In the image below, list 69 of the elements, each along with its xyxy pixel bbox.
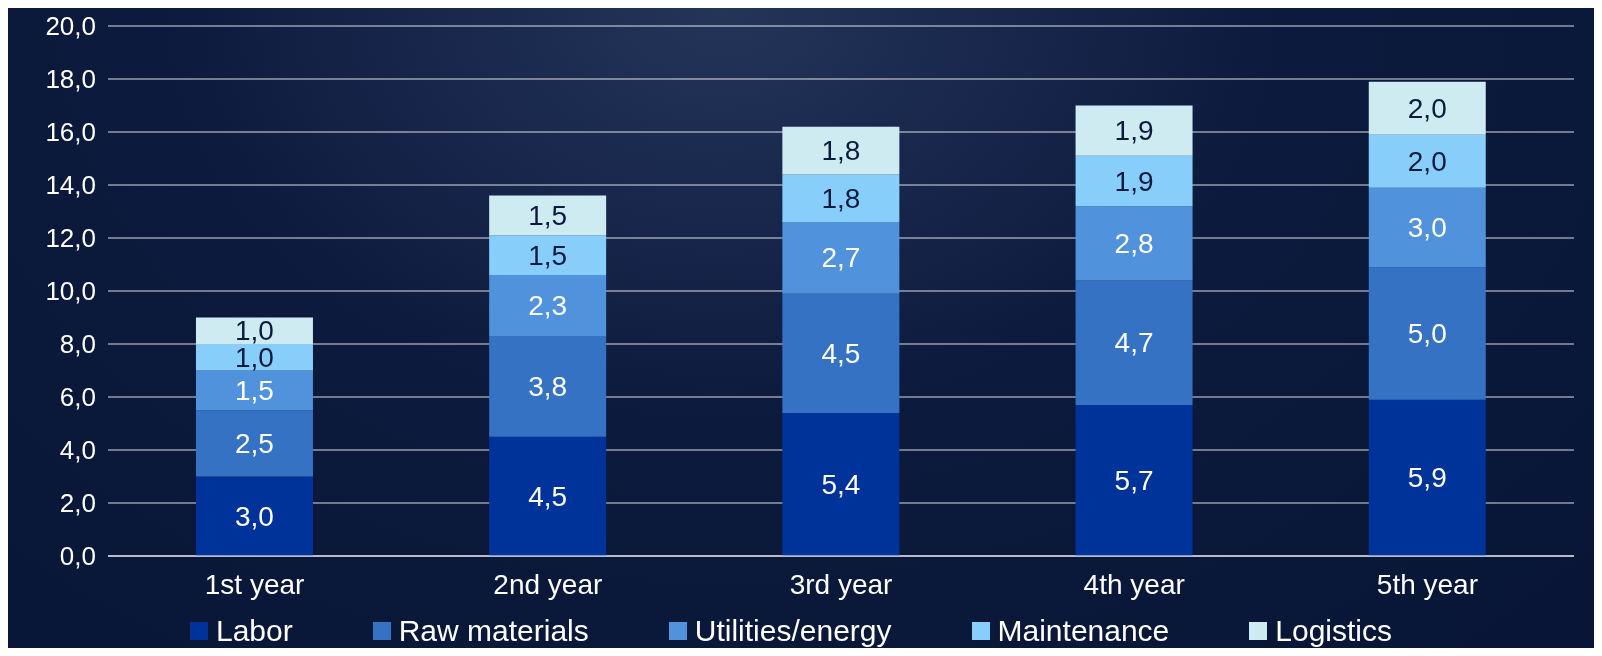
bar [1368,187,1486,268]
y-tick-label: 12,0 [45,223,96,254]
bar [1368,399,1486,556]
data-label: 4,5 [821,337,861,369]
bar [489,436,607,556]
y-tick-label: 14,0 [45,170,96,201]
x-tick-label: 5th year [1376,568,1478,600]
bar [195,410,313,477]
data-label: 2,3 [528,290,568,322]
bar [195,344,313,371]
bar [1075,280,1193,405]
data-label: 5,9 [1407,462,1447,494]
data-label: 2,0 [1407,92,1447,124]
bar [782,412,900,556]
bar [195,476,313,556]
x-tick-label: 1st year [204,568,305,600]
y-tick-label: 8,0 [59,329,96,360]
y-tick-label: 16,0 [45,117,96,148]
data-label: 1,9 [1114,115,1154,147]
data-label: 5,0 [1407,317,1447,349]
bar [782,293,900,413]
bar [782,222,900,294]
bar [1075,404,1193,556]
legend-label: Labor [215,614,293,648]
data-label: 1,8 [821,135,861,167]
x-tick-label: 2nd year [493,568,603,600]
y-tick-label: 0,0 [59,541,96,572]
data-label: 1,8 [821,182,861,214]
y-tick-label: 2,0 [59,488,96,519]
bar [1075,206,1193,281]
data-label: 1,0 [234,315,274,347]
bar [195,370,313,411]
bar [1368,134,1486,188]
data-label: 1,5 [528,199,568,231]
bar [782,126,900,175]
data-label: 2,5 [234,427,274,459]
y-tick-label: 6,0 [59,382,96,413]
data-label: 1,5 [528,239,568,271]
bar [1368,267,1486,400]
data-label: 4,7 [1114,327,1154,359]
legend-label: Raw materials [398,614,589,648]
data-label: 3,0 [234,500,274,532]
data-label: 2,7 [821,242,861,274]
x-tick-label: 3rd year [789,568,893,600]
data-label: 5,4 [821,468,861,500]
data-label: 2,8 [1114,227,1154,259]
data-label: 1,9 [1114,165,1154,197]
y-tick-label: 18,0 [45,64,96,95]
bar [782,174,900,223]
bar [489,235,607,276]
data-label: 3,8 [528,370,568,402]
data-label: 4,5 [528,480,568,512]
bar [1368,81,1486,135]
data-label: 2,0 [1407,145,1447,177]
y-tick-label: 4,0 [59,435,96,466]
bar [1075,155,1193,207]
bar [1075,105,1193,156]
data-label: 5,7 [1114,464,1154,496]
data-label: 1,5 [234,374,274,406]
y-tick-label: 20,0 [45,11,96,42]
bar [489,336,607,437]
bar [489,195,607,236]
x-tick-label: 4th year [1083,568,1185,600]
legend-label: Maintenance [997,614,1170,648]
bar [489,275,607,337]
legend-label: Utilities/energy [694,614,892,648]
legend-label: Logistics [1275,614,1393,648]
data-label: 3,0 [1407,211,1447,243]
y-tick-label: 10,0 [45,276,96,307]
